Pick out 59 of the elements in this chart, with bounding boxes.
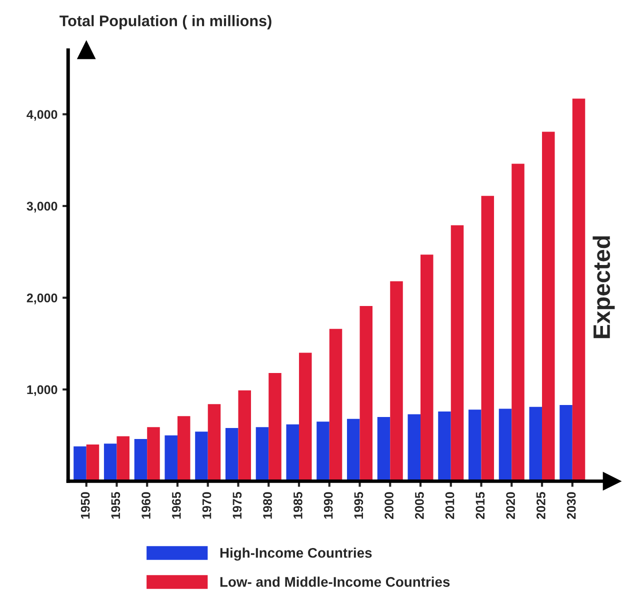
bar bbox=[438, 411, 451, 482]
y-tick-label: 3,000 bbox=[26, 202, 58, 212]
bar bbox=[390, 281, 403, 482]
y-tick-label: 2,000 bbox=[26, 294, 58, 304]
legend-label: Low- and Middle-Income Countries bbox=[220, 576, 450, 587]
x-tick-label: 1960 bbox=[142, 492, 150, 519]
bar bbox=[542, 132, 555, 482]
x-tick-label: 2030 bbox=[566, 492, 576, 519]
x-tick-label: 1955 bbox=[111, 492, 120, 519]
bar bbox=[74, 446, 86, 482]
y-axis-title: Total Population ( in millions) bbox=[60, 15, 272, 30]
legend-label: High-Income Countries bbox=[220, 548, 372, 561]
x-tick-label: 2025 bbox=[536, 492, 546, 519]
bar bbox=[195, 432, 208, 482]
bar bbox=[529, 406, 542, 482]
x-tick-label: 1970 bbox=[202, 492, 212, 519]
bar bbox=[116, 436, 130, 482]
bar bbox=[408, 414, 420, 482]
x-tick-label: 2020 bbox=[506, 492, 515, 519]
bar bbox=[572, 98, 586, 482]
bar bbox=[286, 424, 299, 482]
bar bbox=[481, 196, 494, 482]
x-tick-label: 1975 bbox=[232, 492, 242, 519]
bar bbox=[346, 418, 360, 482]
bar bbox=[177, 416, 190, 482]
x-tick-label: 1990 bbox=[324, 492, 333, 519]
bar bbox=[225, 428, 238, 482]
y-tick-label: 4,000 bbox=[26, 110, 58, 121]
bar bbox=[164, 435, 178, 482]
bar bbox=[377, 416, 390, 482]
bar bbox=[360, 306, 373, 482]
x-tick-label: 1980 bbox=[263, 492, 272, 519]
bar bbox=[147, 427, 160, 482]
x-tick-label: 1985 bbox=[293, 492, 302, 519]
bar bbox=[420, 254, 434, 482]
x-tick-label: 2000 bbox=[384, 492, 394, 519]
x-tick-label: 1965 bbox=[172, 492, 181, 519]
bar bbox=[134, 438, 148, 482]
bar bbox=[268, 372, 282, 482]
bar bbox=[104, 444, 117, 482]
bar bbox=[560, 405, 572, 482]
x-tick-label: 2005 bbox=[415, 492, 424, 519]
y-tick-label: 1,000 bbox=[27, 385, 58, 396]
x-tick-label: 1950 bbox=[80, 492, 90, 519]
bar bbox=[238, 390, 251, 482]
bar bbox=[498, 408, 512, 482]
x-tick-label: 1995 bbox=[354, 492, 364, 519]
annotation: Expected bbox=[592, 236, 615, 338]
bar bbox=[468, 410, 482, 482]
bar bbox=[256, 427, 269, 482]
bar bbox=[208, 404, 221, 482]
bar bbox=[512, 164, 524, 482]
bar bbox=[298, 352, 312, 482]
x-tick-label: 2010 bbox=[445, 492, 454, 519]
bar bbox=[450, 225, 464, 482]
x-tick-label: 2015 bbox=[476, 492, 485, 519]
bar bbox=[86, 444, 100, 482]
bar bbox=[329, 328, 342, 482]
bar bbox=[316, 422, 330, 482]
